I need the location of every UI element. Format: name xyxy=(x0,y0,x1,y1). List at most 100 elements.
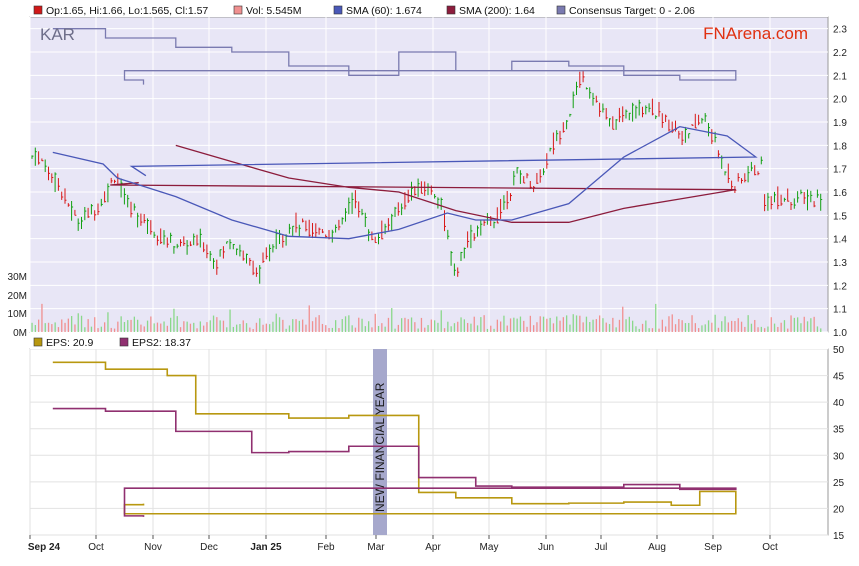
volume-bar xyxy=(387,317,390,332)
volume-bar xyxy=(473,316,475,332)
volume-bar xyxy=(562,317,564,332)
volume-bar xyxy=(820,328,822,332)
legend-swatch xyxy=(233,5,243,15)
volume-bar xyxy=(704,324,706,332)
volume-bar xyxy=(71,316,73,332)
volume-bar xyxy=(737,318,739,332)
volume-bar xyxy=(120,316,122,332)
volume-bar xyxy=(615,327,617,332)
x-tick-label: May xyxy=(480,542,499,553)
volume-bar xyxy=(219,320,221,332)
volume-bar xyxy=(427,325,429,332)
x-tick-label: Sep xyxy=(704,542,722,553)
volume-bar xyxy=(552,323,555,332)
volume-bar xyxy=(803,316,805,332)
volume-bar xyxy=(625,319,627,332)
volume-bar xyxy=(542,316,545,332)
volume-bar xyxy=(810,318,812,332)
volume-bar xyxy=(361,318,363,332)
volume-bar xyxy=(476,325,479,332)
price-tick-label: 1.0 xyxy=(833,328,847,339)
volume-bar xyxy=(391,308,393,332)
volume-bar xyxy=(536,322,538,332)
volume-bar xyxy=(212,315,215,332)
volume-bar xyxy=(707,320,710,332)
volume-bar xyxy=(453,323,456,332)
volume-bar xyxy=(295,319,297,332)
legend-swatch xyxy=(33,5,43,15)
price-tick-label: 1.8 xyxy=(833,141,847,152)
volume-bar xyxy=(173,308,175,332)
x-tick-label: Aug xyxy=(648,542,666,553)
volume-bar xyxy=(262,324,264,332)
volume-bar xyxy=(404,317,406,332)
legend-swatch xyxy=(333,5,343,15)
volume-bar xyxy=(325,325,327,332)
volume-tick-label: 10M xyxy=(8,309,27,320)
volume-bar xyxy=(684,323,687,332)
volume-bar xyxy=(401,318,403,332)
volume-bar xyxy=(490,325,492,332)
volume-bar xyxy=(463,319,465,332)
volume-bar xyxy=(179,327,182,332)
volume-bar xyxy=(127,320,129,332)
volume-bar xyxy=(107,312,109,332)
volume-bar xyxy=(308,305,310,332)
volume-bar xyxy=(199,321,201,332)
volume-bar xyxy=(470,323,472,332)
volume-bar xyxy=(302,319,304,332)
volume-bar xyxy=(648,328,650,332)
x-axis: Sep 24 Oct Nov Dec Jan 25 Feb Mar Apr May Jun Jul A… xyxy=(28,535,778,553)
x-tick-label: Oct xyxy=(88,542,104,553)
volume-bar xyxy=(140,324,142,332)
volume-bar xyxy=(252,328,254,332)
volume-bar xyxy=(790,315,792,332)
volume-bar xyxy=(298,320,300,332)
volume-bar xyxy=(137,319,139,332)
volume-bar xyxy=(100,326,102,332)
volume-bar xyxy=(509,318,512,332)
eps-tick-label: 20 xyxy=(833,504,845,515)
x-tick-label: Jul xyxy=(595,542,608,553)
price-panel-bg xyxy=(29,16,829,333)
volume-bar xyxy=(222,320,225,332)
volume-bar xyxy=(632,320,634,332)
volume-bar xyxy=(711,322,713,332)
volume-bar xyxy=(206,322,208,332)
ticker-label: KAR xyxy=(40,25,75,44)
volume-bar xyxy=(31,322,33,332)
volume-bar xyxy=(259,318,261,332)
volume-bar xyxy=(665,326,667,332)
volume-bar xyxy=(440,310,442,332)
volume-bar xyxy=(744,326,746,332)
x-tick-label: Nov xyxy=(144,542,162,553)
volume-bar xyxy=(150,316,152,332)
volume-bar xyxy=(249,327,251,332)
volume-bar xyxy=(176,316,178,332)
volume-bar xyxy=(410,317,413,332)
volume-bar xyxy=(467,322,469,332)
sma60-line xyxy=(52,125,758,240)
legend-label: EPS: 20.9 xyxy=(46,337,93,349)
volume-bar xyxy=(94,317,96,332)
volume-bar xyxy=(750,323,753,332)
price-legend-bar xyxy=(30,2,828,17)
volume-bar xyxy=(80,315,83,332)
volume-bar xyxy=(430,319,432,332)
volume-bar xyxy=(351,325,353,332)
volume-bar xyxy=(255,322,258,332)
volume-bar xyxy=(757,327,759,332)
volume-bar xyxy=(628,316,630,332)
volume-bar xyxy=(146,320,149,332)
volume-bar xyxy=(549,317,551,332)
volume-bar xyxy=(84,327,86,332)
volume-bar xyxy=(546,318,548,332)
volume-bar xyxy=(500,321,502,332)
volume-bar xyxy=(328,328,330,332)
volume-bar xyxy=(160,323,162,332)
eps-line xyxy=(52,361,737,515)
volume-tick-label: 30M xyxy=(8,272,27,283)
volume-bar xyxy=(793,317,795,332)
volume-bar xyxy=(41,303,43,332)
consensus-target-line xyxy=(52,28,737,85)
